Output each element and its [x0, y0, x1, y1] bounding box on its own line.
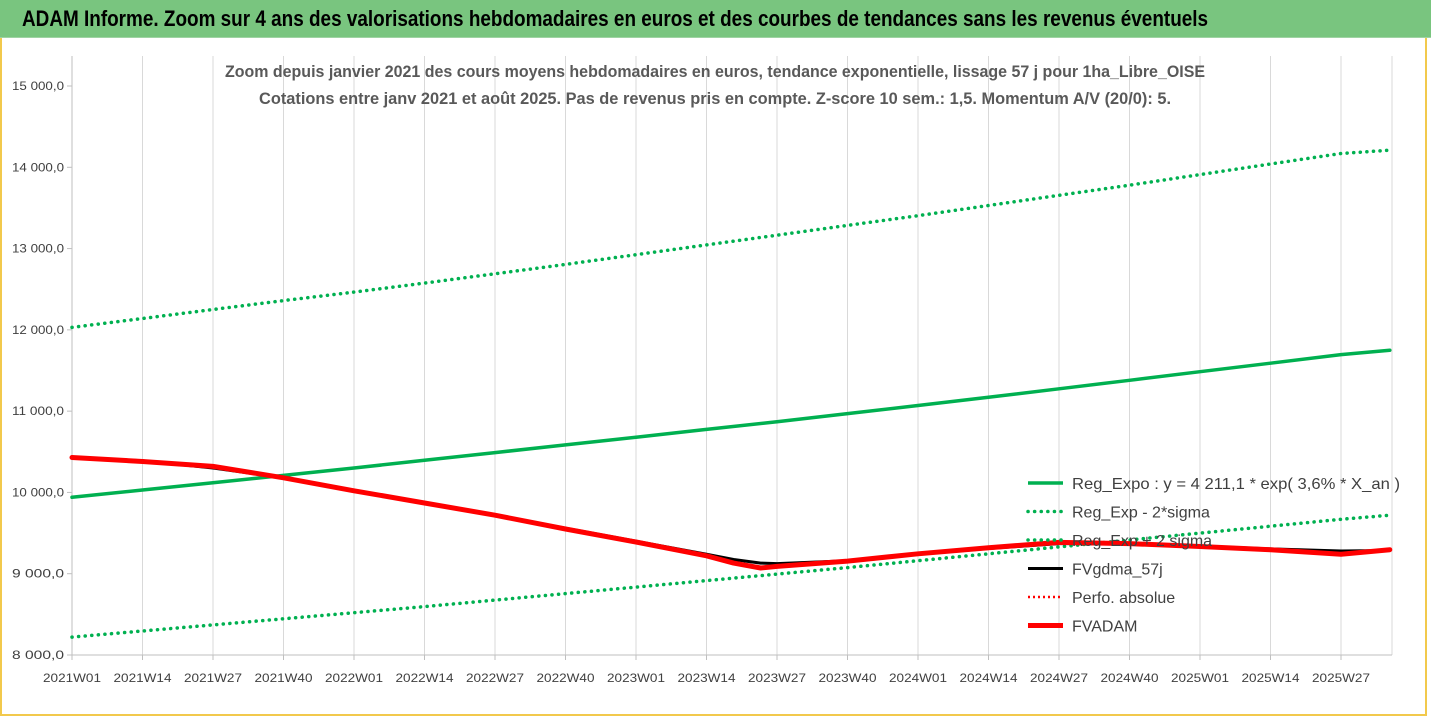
- legend-label: Reg_Exp - 2*sigma: [1072, 505, 1210, 522]
- x-tick-label: 2023W27: [748, 671, 806, 685]
- x-tick-label: 2022W14: [396, 671, 454, 685]
- y-tick-label: 11 000,0: [12, 404, 64, 418]
- y-tick-label: 9 000,0: [12, 567, 64, 581]
- gridlines: [71, 56, 1393, 655]
- x-tick-label: 2021W40: [255, 671, 313, 685]
- chart-subtitle: Cotations entre janv 2021 et août 2025. …: [259, 89, 1171, 108]
- y-tick-label: 8 000,0: [12, 648, 64, 662]
- x-tick-label: 2024W40: [1101, 671, 1159, 685]
- chart-frame: [0, 38, 1427, 716]
- legend-label: Reg_Expo : y = 4 211,1 * exp( 3,6% * X_a…: [1072, 476, 1400, 493]
- x-tick-label: 2021W01: [43, 671, 101, 685]
- series: [69, 148, 1393, 639]
- x-tick-label: 2023W01: [607, 671, 665, 685]
- legend-label: Reg_Exp + 2 sigma: [1072, 533, 1212, 550]
- legend: Reg_Expo : y = 4 211,1 * exp( 3,6% * X_a…: [1026, 476, 1400, 636]
- y-tick-label: 10 000,0: [12, 485, 64, 499]
- y-tick-label: 13 000,0: [12, 242, 64, 256]
- x-tick-label: 2024W14: [960, 671, 1018, 685]
- x-tick-label: 2025W01: [1171, 671, 1229, 685]
- legend-label: FVADAM: [1072, 619, 1137, 636]
- banner-title: ADAM Informe. Zoom sur 4 ans des valoris…: [22, 6, 1209, 31]
- chart-title: Zoom depuis janvier 2021 des cours moyen…: [225, 62, 1205, 81]
- x-tick-label: 2022W40: [537, 671, 595, 685]
- x-tick-label: 2023W40: [819, 671, 877, 685]
- x-tick-label: 2021W27: [184, 671, 242, 685]
- legend-label: Perfo. absolue: [1072, 590, 1175, 607]
- title-banner: ADAM Informe. Zoom sur 4 ans des valoris…: [0, 0, 1431, 38]
- series-line: [70, 148, 1392, 330]
- axes: 2021W01 2021W14 2021W27 2021W40 2022W01 2022W…: [12, 56, 1392, 685]
- legend-label: FVgdma_57j: [1072, 562, 1163, 579]
- y-tick-label: 14 000,0: [12, 160, 64, 174]
- x-tick-label: 2025W27: [1312, 671, 1370, 685]
- x-tick-label: 2021W14: [114, 671, 172, 685]
- x-tick-label: 2025W14: [1242, 671, 1300, 685]
- y-tick-label: 15 000,0: [12, 79, 64, 93]
- x-tick-label: 2022W01: [325, 671, 383, 685]
- series-line: [70, 348, 1392, 500]
- y-tick-label: 12 000,0: [12, 323, 64, 337]
- x-tick-label: 2023W14: [678, 671, 736, 685]
- x-tick-label: 2024W27: [1030, 671, 1088, 685]
- series-line: [70, 513, 1392, 639]
- series-line: [69, 455, 1393, 571]
- x-tick-label: 2022W27: [466, 671, 524, 685]
- x-tick-label: 2024W01: [889, 671, 947, 685]
